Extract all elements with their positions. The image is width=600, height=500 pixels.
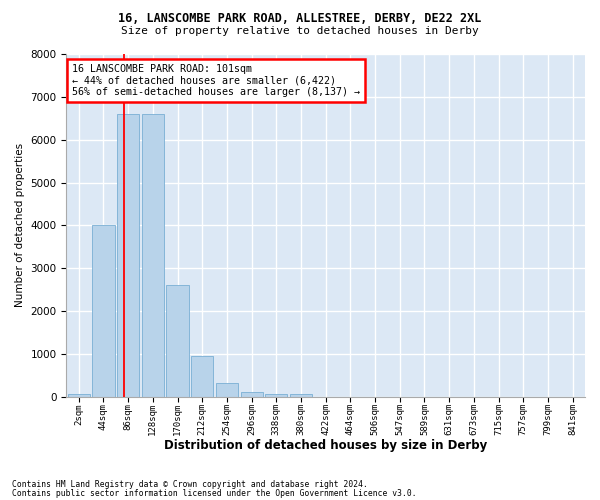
- Bar: [68, 394, 90, 397]
- Y-axis label: Number of detached properties: Number of detached properties: [15, 144, 25, 308]
- Bar: [216, 382, 238, 397]
- Bar: [191, 356, 214, 397]
- Bar: [290, 394, 312, 397]
- Text: Contains public sector information licensed under the Open Government Licence v3: Contains public sector information licen…: [12, 489, 416, 498]
- Bar: [142, 114, 164, 397]
- Text: 16 LANSCOMBE PARK ROAD: 101sqm
← 44% of detached houses are smaller (6,422)
56% : 16 LANSCOMBE PARK ROAD: 101sqm ← 44% of …: [71, 64, 359, 98]
- Bar: [117, 114, 139, 397]
- Bar: [265, 394, 287, 397]
- Text: 16, LANSCOMBE PARK ROAD, ALLESTREE, DERBY, DE22 2XL: 16, LANSCOMBE PARK ROAD, ALLESTREE, DERB…: [118, 12, 482, 26]
- Bar: [92, 226, 115, 397]
- Text: Size of property relative to detached houses in Derby: Size of property relative to detached ho…: [121, 26, 479, 36]
- Bar: [241, 392, 263, 397]
- X-axis label: Distribution of detached houses by size in Derby: Distribution of detached houses by size …: [164, 440, 487, 452]
- Text: Contains HM Land Registry data © Crown copyright and database right 2024.: Contains HM Land Registry data © Crown c…: [12, 480, 368, 489]
- Bar: [166, 284, 188, 397]
